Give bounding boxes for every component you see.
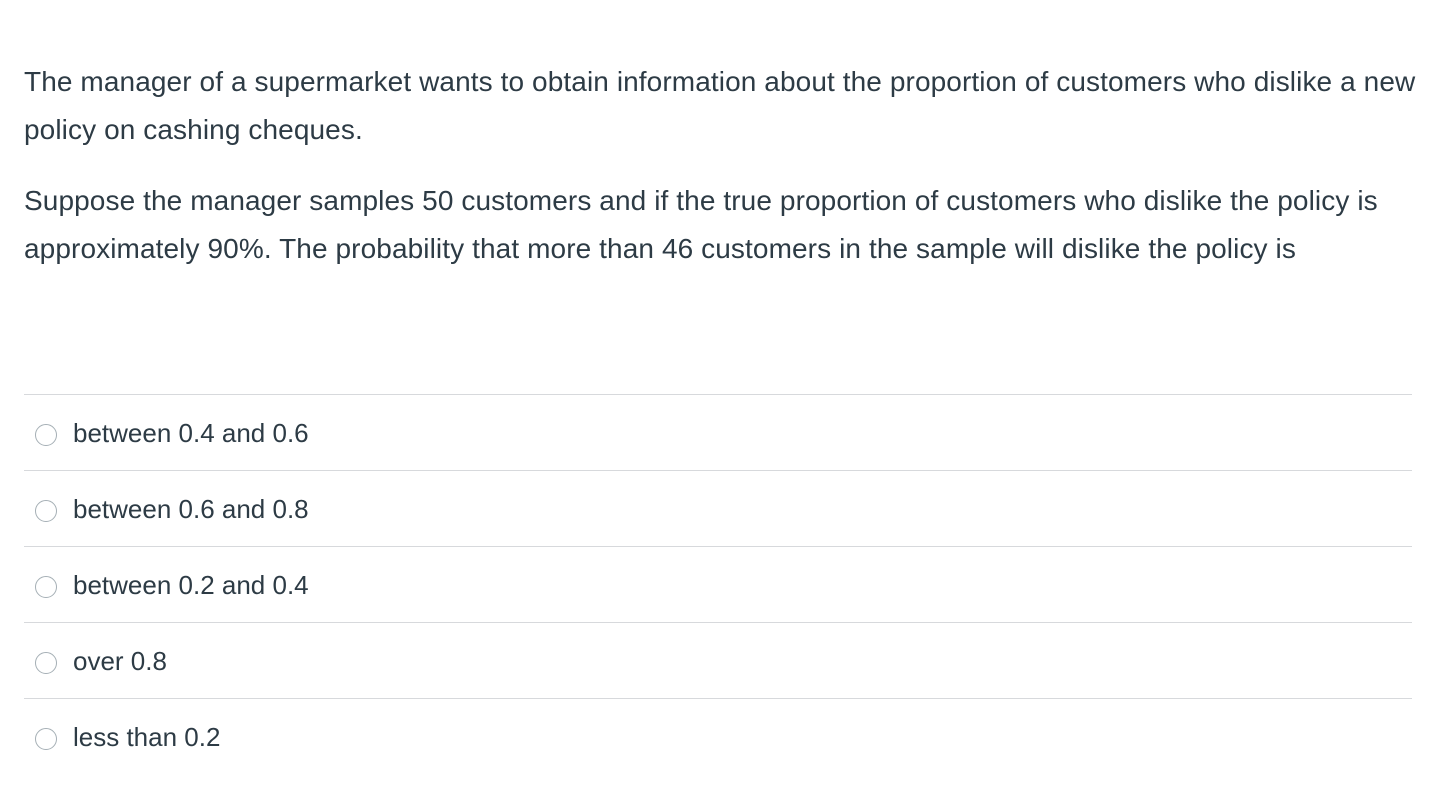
question-text: The manager of a supermarket wants to ob…: [24, 58, 1419, 273]
answer-label: less than 0.2: [73, 721, 221, 752]
answer-list: between 0.4 and 0.6 between 0.6 and 0.8 …: [24, 394, 1412, 774]
answer-label: between 0.2 and 0.4: [73, 569, 309, 600]
answer-option[interactable]: over 0.8: [24, 623, 1412, 699]
radio-button[interactable]: [35, 575, 57, 598]
radio-button[interactable]: [35, 499, 57, 522]
question-paragraph: The manager of a supermarket wants to ob…: [24, 66, 1416, 145]
radio-button[interactable]: [35, 423, 57, 446]
answer-option[interactable]: between 0.4 and 0.6: [24, 395, 1412, 471]
answer-option[interactable]: between 0.6 and 0.8: [24, 471, 1412, 547]
answer-option[interactable]: between 0.2 and 0.4: [24, 547, 1412, 623]
radio-button[interactable]: [35, 727, 57, 750]
radio-button[interactable]: [35, 651, 57, 674]
answer-label: between 0.6 and 0.8: [73, 493, 309, 524]
question-paragraph: Suppose the manager samples 50 customers…: [24, 185, 1378, 264]
answer-label: over 0.8: [73, 645, 167, 676]
answer-label: between 0.4 and 0.6: [73, 417, 309, 448]
answer-option[interactable]: less than 0.2: [24, 699, 1412, 774]
